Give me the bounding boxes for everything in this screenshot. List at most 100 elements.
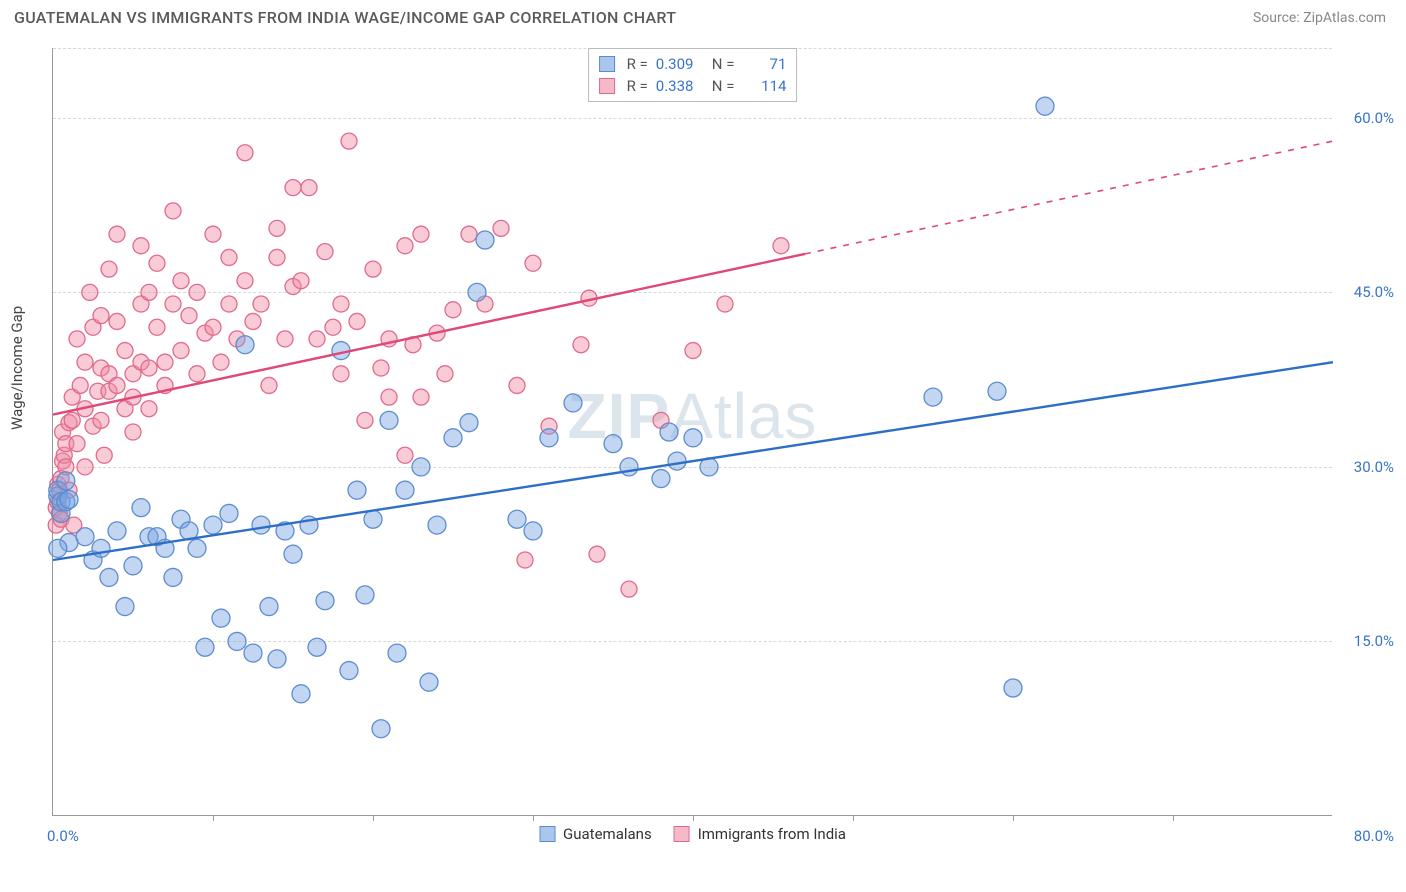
scatter-point-india xyxy=(493,220,509,236)
scatter-point-india xyxy=(437,366,453,382)
scatter-point-guatemalans xyxy=(188,539,206,557)
x-tick-mark xyxy=(1013,815,1014,821)
scatter-point-india xyxy=(325,319,341,335)
scatter-point-guatemalans xyxy=(284,545,302,563)
scatter-point-india xyxy=(125,424,141,440)
scatter-point-guatemalans xyxy=(204,516,222,534)
scatter-point-india xyxy=(96,447,112,463)
scatter-point-india xyxy=(397,447,413,463)
scatter-point-guatemalans xyxy=(252,516,270,534)
n-label: N = xyxy=(712,55,735,73)
scatter-point-india xyxy=(205,319,221,335)
scatter-point-india xyxy=(93,308,109,324)
trend-line-extrapolated-india xyxy=(805,141,1333,254)
scatter-point-india xyxy=(189,366,205,382)
scatter-point-guatemalans xyxy=(132,499,150,517)
legend-label-guatemalans: Guatemalans xyxy=(563,825,652,843)
n-value-india: 114 xyxy=(742,77,786,95)
scatter-point-guatemalans xyxy=(460,414,478,432)
scatter-point-india xyxy=(333,296,349,312)
scatter-point-india xyxy=(133,238,149,254)
scatter-point-india xyxy=(189,284,205,300)
scatter-point-india xyxy=(509,377,525,393)
scatter-point-india xyxy=(269,220,285,236)
scatter-point-guatemalans xyxy=(236,336,254,354)
scatter-point-india xyxy=(285,180,301,196)
x-tick-mark xyxy=(853,815,854,821)
scatter-point-india xyxy=(261,377,277,393)
x-tick-label: 0.0% xyxy=(47,827,79,845)
scatter-point-india xyxy=(333,366,349,382)
scatter-point-india xyxy=(461,226,477,242)
scatter-point-guatemalans xyxy=(988,382,1006,400)
scatter-point-india xyxy=(82,284,98,300)
scatter-point-guatemalans xyxy=(508,510,526,528)
scatter-point-india xyxy=(157,354,173,370)
scatter-point-guatemalans xyxy=(100,568,118,586)
scatter-point-guatemalans xyxy=(124,557,142,575)
scatter-point-india xyxy=(269,249,285,265)
scatter-point-guatemalans xyxy=(620,458,638,476)
scatter-point-guatemalans xyxy=(444,429,462,447)
scatter-point-guatemalans xyxy=(308,638,326,656)
scatter-point-india xyxy=(141,284,157,300)
scatter-point-guatemalans xyxy=(60,490,78,508)
scatter-point-guatemalans xyxy=(652,470,670,488)
scatter-point-guatemalans xyxy=(380,411,398,429)
scatter-point-india xyxy=(77,354,93,370)
scatter-point-guatemalans xyxy=(1004,679,1022,697)
scatter-point-india xyxy=(149,255,165,271)
scatter-point-india xyxy=(69,331,85,347)
y-tick-label: 15.0% xyxy=(1338,632,1394,650)
scatter-point-india xyxy=(349,313,365,329)
scatter-point-india xyxy=(221,249,237,265)
scatter-point-india xyxy=(173,273,189,289)
scatter-point-india xyxy=(413,389,429,405)
scatter-point-india xyxy=(317,244,333,260)
scatter-point-india xyxy=(341,133,357,149)
scatter-point-guatemalans xyxy=(1036,97,1054,115)
r-label: R = xyxy=(627,77,648,95)
scatter-point-guatemalans xyxy=(348,481,366,499)
x-tick-mark xyxy=(533,815,534,821)
scatter-point-india xyxy=(109,226,125,242)
legend-label-india: Immigrants from India xyxy=(698,825,846,843)
scatter-point-india xyxy=(517,552,533,568)
scatter-point-guatemalans xyxy=(396,481,414,499)
scatter-point-india xyxy=(149,319,165,335)
scatter-point-india xyxy=(69,436,85,452)
y-axis-label: Wage/Income Gap xyxy=(8,306,26,430)
scatter-point-guatemalans xyxy=(220,504,238,522)
x-tick-mark xyxy=(1173,815,1174,821)
scatter-point-india xyxy=(205,226,221,242)
x-tick-mark xyxy=(373,815,374,821)
y-tick-label: 60.0% xyxy=(1338,109,1394,127)
scatter-point-india xyxy=(64,412,80,428)
scatter-point-india xyxy=(525,255,541,271)
r-label: R = xyxy=(627,55,648,73)
legend-item-india: Immigrants from India xyxy=(674,825,846,843)
scatter-point-guatemalans xyxy=(57,472,75,490)
scatter-point-guatemalans xyxy=(244,644,262,662)
scatter-point-guatemalans xyxy=(260,598,278,616)
swatch-guatemalans xyxy=(539,826,555,842)
scatter-point-guatemalans xyxy=(356,586,374,604)
swatch-india xyxy=(674,826,690,842)
scatter-point-india xyxy=(253,296,269,312)
correlation-legend: R = 0.309 N = 71 R = 0.338 N = 114 xyxy=(588,48,798,102)
scatter-point-india xyxy=(445,302,461,318)
y-tick-label: 30.0% xyxy=(1338,458,1394,476)
scatter-point-india xyxy=(93,412,109,428)
scatter-point-india xyxy=(141,360,157,376)
scatter-point-guatemalans xyxy=(524,522,542,540)
chart-title: GUATEMALAN VS IMMIGRANTS FROM INDIA WAGE… xyxy=(14,8,676,27)
scatter-point-india xyxy=(381,389,397,405)
scatter-point-india xyxy=(293,273,309,289)
scatter-point-india xyxy=(717,296,733,312)
scatter-point-guatemalans xyxy=(660,423,678,441)
x-tick-mark xyxy=(213,815,214,821)
scatter-point-guatemalans xyxy=(604,435,622,453)
scatter-point-guatemalans xyxy=(164,568,182,586)
scatter-point-india xyxy=(357,412,373,428)
scatter-point-india xyxy=(773,238,789,254)
